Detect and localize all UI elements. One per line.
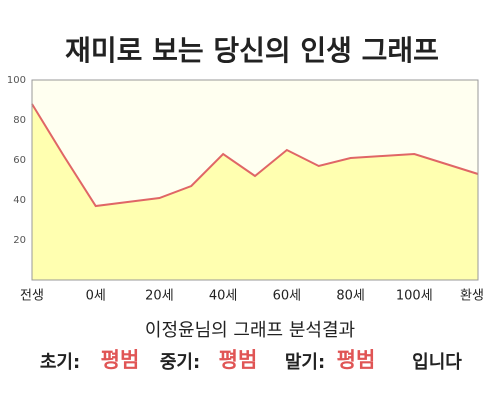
y-tick-label: 20: [13, 235, 26, 246]
y-tick-label: 40: [13, 195, 26, 206]
x-tick-label: 20세: [145, 289, 174, 304]
line: [31, 103, 479, 208]
result-value: 평범: [337, 348, 376, 372]
x-tick-label: 80세: [336, 289, 365, 304]
result-ending: 입니다: [412, 351, 462, 373]
x-tick-label: 0세: [86, 289, 106, 304]
x-tick-label: 60세: [273, 289, 302, 304]
y-tick-label: 80: [13, 115, 26, 126]
x-tick-label: 환생: [460, 289, 484, 304]
chart-title: 재미로 보는 당신의 인생 그래프: [65, 34, 439, 67]
result-value: 평범: [101, 348, 140, 372]
x-tick-label: 전생: [20, 289, 44, 304]
result-label: 초기:: [40, 352, 80, 373]
x-tick-label: 40세: [209, 289, 238, 304]
result-value: 평범: [219, 348, 258, 372]
result-label: 중기:: [160, 352, 200, 373]
y-tick-label: 60: [13, 155, 26, 166]
result-label: 말기:: [285, 352, 325, 373]
x-tick-label: 100세: [396, 289, 433, 304]
plot-frame: [31, 79, 479, 281]
area-fill: [32, 104, 478, 280]
result-heading: 이정윤님의 그래프 분석결과: [145, 320, 355, 341]
y-tick-label: 100: [7, 75, 26, 86]
